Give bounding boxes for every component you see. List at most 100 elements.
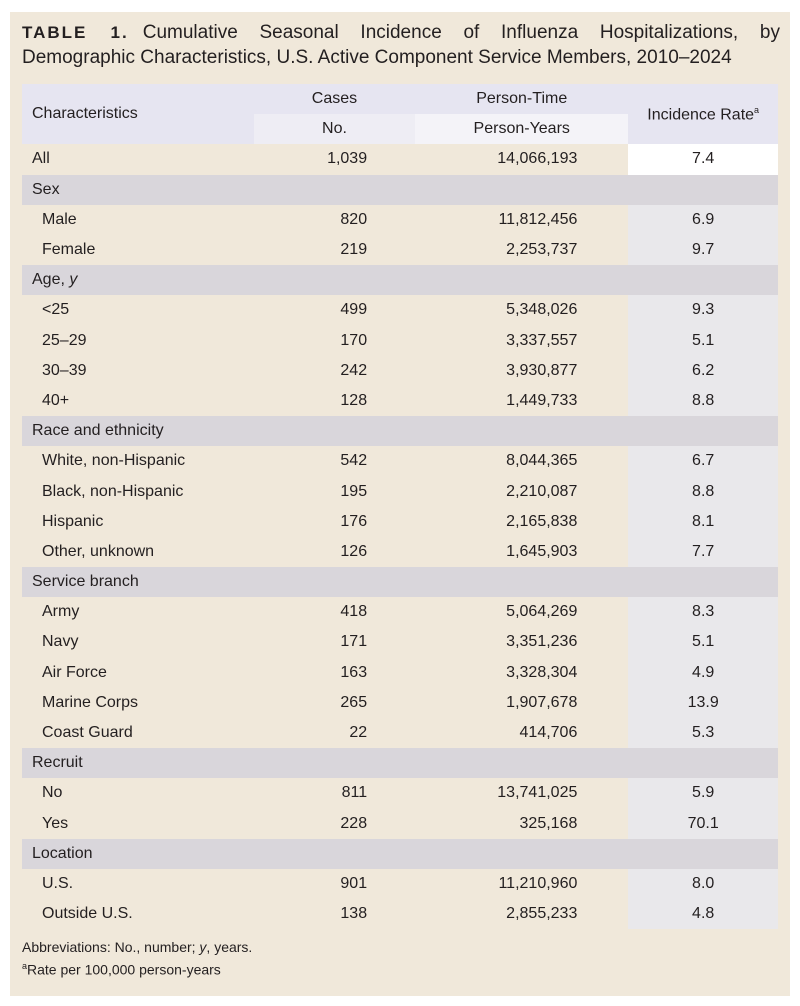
- table-title: TABLE 1. Cumulative Seasonal Incidence of…: [22, 20, 780, 70]
- row-label: Coast Guard: [42, 724, 133, 742]
- section-label: Service branch: [22, 567, 778, 598]
- abbreviations-note: Abbreviations: No., number; y, years.: [22, 938, 252, 957]
- person-years-cell: 3,930,877: [506, 361, 578, 379]
- incidence-rate-cell: 6.7: [628, 446, 778, 477]
- abbr-italic: y: [199, 939, 207, 955]
- section-label-text: Sex: [32, 180, 60, 198]
- header-rate-text: Incidence Rate: [647, 105, 755, 123]
- row-label: Marine Corps: [42, 693, 139, 711]
- person-years-cell: 3,328,304: [506, 663, 578, 681]
- table-caption: Cumulative Seasonal Incidence of Influen…: [22, 22, 780, 68]
- table-row: <25 499 5,348,026 9.3: [22, 295, 778, 326]
- person-years-cell: 11,210,960: [498, 874, 578, 892]
- table-row: Other, unknown 126 1,645,903 7.7: [22, 536, 778, 567]
- header-person-years: Person-Years: [415, 114, 629, 145]
- cases-cell: 418: [340, 603, 368, 621]
- person-years-cell: 3,351,236: [506, 633, 578, 651]
- cases-cell: 820: [340, 210, 368, 228]
- incidence-rate-cell: 9.7: [628, 234, 778, 266]
- section-label: Location: [22, 838, 778, 869]
- section-label: Age, y: [22, 265, 778, 296]
- header-cases-no: No.: [253, 114, 416, 145]
- incidence-rate-cell: 8.8: [628, 476, 778, 507]
- section-label: Race and ethnicity: [22, 416, 778, 447]
- table-row: Marine Corps 265 1,907,678 13.9: [22, 687, 778, 718]
- person-years-cell: 2,165,838: [506, 512, 578, 530]
- section-row: Sex: [22, 174, 778, 205]
- header-person-time: Person-Time: [415, 84, 629, 115]
- row-label: Navy: [42, 633, 79, 651]
- section-label: Recruit: [22, 748, 778, 779]
- table-panel: TABLE 1. Cumulative Seasonal Incidence of…: [10, 12, 790, 996]
- footnote-marker: a: [754, 104, 760, 115]
- table-row: U.S. 901 11,210,960 8.0: [22, 868, 778, 900]
- cases-cell: 811: [341, 784, 368, 802]
- table-row: 30–39 242 3,930,877 6.2: [22, 355, 778, 386]
- header-characteristics: Characteristics: [22, 84, 254, 145]
- person-years-cell: 325,168: [519, 814, 578, 832]
- cases-cell: 901: [340, 874, 368, 892]
- table-row: Coast Guard 22 414,706 5.3: [22, 717, 778, 749]
- cases-cell: 195: [340, 482, 368, 500]
- table-row: White, non-Hispanic 542 8,044,365 6.7: [22, 446, 778, 477]
- row-label: Outside U.S.: [42, 905, 133, 923]
- person-years-cell: 11,812,456: [498, 210, 578, 228]
- person-years-cell: 2,253,737: [506, 241, 578, 259]
- row-label: <25: [42, 301, 70, 319]
- row-label: White, non-Hispanic: [42, 452, 186, 470]
- incidence-rate-cell: 4.8: [628, 899, 778, 930]
- cases-cell: 163: [340, 663, 368, 681]
- table-row: 40+ 128 1,449,733 8.8: [22, 385, 778, 417]
- cases-cell: 138: [340, 905, 368, 923]
- table-row: Yes 228 325,168 70.1: [22, 808, 778, 839]
- row-label: Other, unknown: [42, 542, 155, 560]
- row-label: All: [32, 150, 50, 168]
- section-label-text: Age,: [32, 271, 70, 289]
- abbr-suffix: , years.: [206, 939, 253, 955]
- cases-cell: 499: [340, 301, 368, 319]
- incidence-rate-cell: 5.9: [628, 778, 778, 809]
- person-years-cell: 2,210,087: [506, 482, 578, 500]
- header-cases: Cases: [253, 84, 416, 115]
- section-label-text: Service branch: [32, 573, 139, 591]
- row-label: Female: [42, 241, 96, 259]
- cases-cell: 128: [340, 391, 368, 409]
- incidence-rate-cell: 5.1: [628, 627, 778, 658]
- section-row: Recruit: [22, 748, 778, 779]
- table-row: Navy 171 3,351,236 5.1: [22, 627, 778, 658]
- incidence-rate-cell: 6.2: [628, 355, 778, 386]
- row-label: Male: [42, 210, 77, 228]
- table-row: Male 820 11,812,456 6.9: [22, 204, 778, 235]
- cases-cell: 219: [340, 241, 368, 259]
- footnote-text: Rate per 100,000 person-years: [27, 961, 221, 978]
- table-row: Air Force 163 3,328,304 4.9: [22, 657, 778, 688]
- table-row: Outside U.S. 138 2,855,233 4.8: [22, 899, 778, 930]
- footnote-mark: a: [22, 961, 28, 971]
- table-label: TABLE 1.: [22, 23, 129, 42]
- rate-footnote: aRate per 100,000 person-years: [22, 957, 252, 980]
- cases-cell: 1,039: [327, 150, 368, 168]
- incidence-rate-cell: 13.9: [628, 687, 778, 718]
- person-years-cell: 414,706: [519, 724, 578, 742]
- incidence-rate-cell: 5.3: [628, 717, 778, 749]
- incidence-rate-cell: 6.9: [628, 204, 778, 235]
- abbr-text: Abbreviations: No., number;: [22, 939, 200, 955]
- row-label: 30–39: [42, 361, 87, 379]
- row-label: Air Force: [42, 663, 107, 681]
- table-row: No 811 13,741,025 5.9: [22, 778, 778, 809]
- data-table: Characteristics Cases Person-Time Incide…: [22, 84, 778, 930]
- cases-cell: 170: [340, 331, 368, 349]
- person-years-cell: 14,066,193: [497, 150, 578, 168]
- table-notes: Abbreviations: No., number; y, years. aR…: [22, 938, 252, 980]
- table-row: Black, non-Hispanic 195 2,210,087 8.8: [22, 476, 778, 507]
- incidence-rate-cell: 4.9: [628, 657, 778, 688]
- cases-cell: 176: [340, 512, 368, 530]
- header-incidence-rate: Incidence Ratea: [628, 84, 778, 145]
- person-years-cell: 1,907,678: [506, 693, 578, 711]
- cases-cell: 171: [340, 633, 368, 651]
- section-label-italic: y: [69, 271, 78, 289]
- section-label-text: Location: [32, 844, 93, 862]
- row-label: No: [42, 784, 63, 802]
- table-row: 25–29 170 3,337,557 5.1: [22, 325, 778, 356]
- cases-cell: 126: [340, 542, 368, 560]
